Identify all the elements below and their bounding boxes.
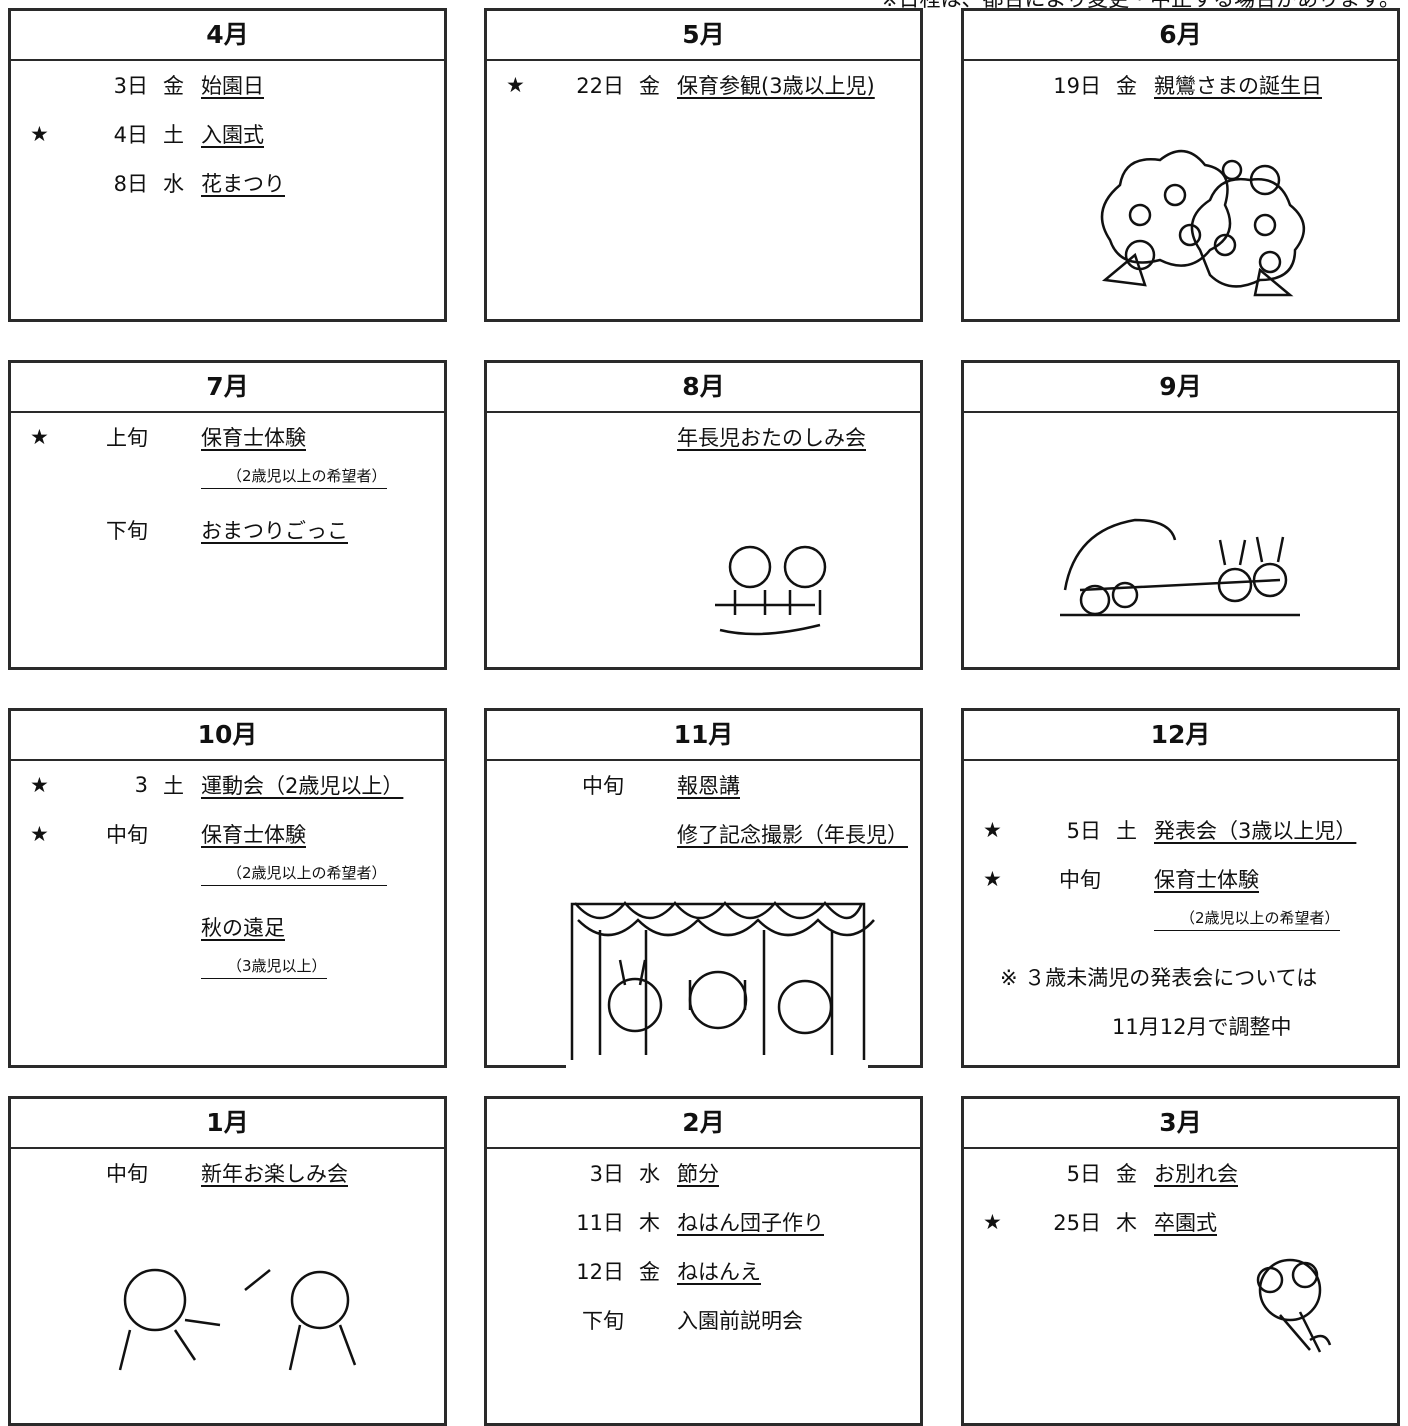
star: ★: [30, 425, 49, 449]
event-name: 新年お楽しみ会: [201, 1162, 348, 1186]
weekday: 木: [1116, 1211, 1137, 1235]
date: 上旬: [106, 426, 148, 450]
date: 3: [134, 773, 148, 797]
star: ★: [30, 822, 49, 846]
new-year-illustration: [118, 1268, 357, 1371]
event-name: 年長児おたのしみ会: [677, 426, 866, 450]
month-box: 5月: [484, 8, 923, 322]
bouquet-illustration: [1256, 1258, 1332, 1353]
month-box: 8月: [484, 360, 923, 670]
event-name: 運動会（2歳児以上）: [201, 774, 404, 798]
date: 25日: [1053, 1211, 1101, 1235]
note: 11月12月で調整中: [1112, 1015, 1292, 1039]
star: ★: [983, 818, 1002, 842]
weekday: 土: [163, 774, 184, 798]
star: ★: [506, 73, 525, 97]
event-name: ねはんえ: [677, 1260, 761, 1284]
event-name: ねはん団子作り: [677, 1211, 824, 1235]
event-name: 発表会（3歳以上児）: [1154, 819, 1357, 843]
date: 22日: [576, 74, 624, 98]
month-title: 8月: [487, 363, 920, 413]
month-box: 9月: [961, 360, 1400, 670]
date: 8日: [113, 172, 148, 196]
event-note: （2歳児以上の希望者）: [201, 465, 387, 489]
weekday: 金: [163, 74, 184, 98]
star: ★: [983, 867, 1002, 891]
date: 11日: [576, 1211, 624, 1235]
notice: ※日程は、都合により変更・中止する場合があります。: [881, 0, 1400, 13]
event-note: （3歳児以上）: [201, 955, 327, 979]
event-name: 修了記念撮影（年長児）: [677, 823, 908, 847]
hydrangea-illustration: [1100, 150, 1305, 297]
weekday: 土: [1116, 819, 1137, 843]
event-name: お別れ会: [1154, 1162, 1238, 1186]
month-title: 9月: [964, 363, 1397, 413]
month-title: 4月: [11, 11, 444, 61]
month-title: 5月: [487, 11, 920, 61]
event-name: 入園前説明会: [677, 1309, 803, 1333]
weekday: 土: [163, 123, 184, 147]
month-title: 6月: [964, 11, 1397, 61]
weekday: 金: [1116, 1162, 1137, 1186]
event-name: 始園日: [201, 74, 264, 98]
month-box: 12月: [961, 708, 1400, 1068]
event-note: （2歳児以上の希望者）: [201, 862, 387, 886]
event-name: おまつりごっこ: [201, 519, 348, 543]
month-box: 2月: [484, 1096, 923, 1426]
date: 5日: [1066, 1162, 1101, 1186]
event-name: 卒園式: [1154, 1211, 1217, 1235]
month-title: 10月: [11, 711, 444, 761]
tug-of-war-illustration: [1060, 518, 1300, 617]
event-name: 入園式: [201, 123, 264, 147]
date: 5日: [1066, 819, 1101, 843]
date: 中旬: [582, 774, 624, 798]
month-title: 12月: [964, 711, 1397, 761]
date: 下旬: [106, 519, 148, 543]
event-name: 報恩講: [677, 774, 740, 798]
month-box: 4月: [8, 8, 447, 322]
event-name: 花まつり: [201, 172, 285, 196]
star: ★: [983, 1210, 1002, 1234]
weekday: 木: [639, 1211, 660, 1235]
event-name: 保育士体験: [1154, 868, 1259, 892]
note: ※ ３歳未満児の発表会については: [1000, 966, 1318, 990]
month-title: 1月: [11, 1099, 444, 1149]
month-box: 6月: [961, 8, 1400, 322]
date: 下旬: [582, 1309, 624, 1333]
month-title: 11月: [487, 711, 920, 761]
date: 3日: [589, 1162, 624, 1186]
month-title: 3月: [964, 1099, 1397, 1149]
stage-illustration: [566, 897, 875, 1072]
event-name: 保育士体験: [201, 426, 306, 450]
weekday: 金: [1116, 74, 1137, 98]
event-name: 保育参観(3歳以上児): [677, 74, 875, 98]
date: 中旬: [106, 1162, 148, 1186]
event-name: 親鸞さまの誕生日: [1154, 74, 1322, 98]
date: 4日: [113, 123, 148, 147]
weekday: 金: [639, 74, 660, 98]
weekday: 金: [639, 1260, 660, 1284]
month-box: 10月: [8, 708, 447, 1068]
weekday: 水: [163, 172, 184, 196]
date: 3日: [113, 74, 148, 98]
event-name: 節分: [677, 1162, 719, 1186]
date: 12日: [576, 1260, 624, 1284]
date: 中旬: [106, 823, 148, 847]
weekday: 水: [639, 1162, 660, 1186]
event-name: 秋の遠足: [201, 916, 285, 940]
event-note: （2歳児以上の希望者）: [1154, 907, 1340, 931]
date: 中旬: [1059, 868, 1101, 892]
date: 19日: [1053, 74, 1101, 98]
star: ★: [30, 122, 49, 146]
children-illustration: [715, 545, 827, 636]
star: ★: [30, 773, 49, 797]
month-title: 2月: [487, 1099, 920, 1149]
month-box: 7月: [8, 360, 447, 670]
month-title: 7月: [11, 363, 444, 413]
event-name: 保育士体験: [201, 823, 306, 847]
month-box: 3月: [961, 1096, 1400, 1426]
